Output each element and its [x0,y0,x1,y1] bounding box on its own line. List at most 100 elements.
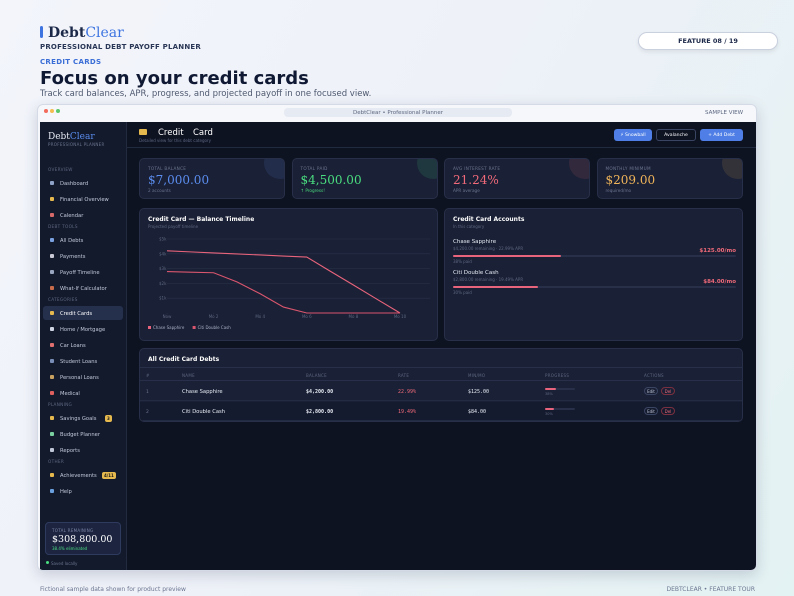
x-tick-label: Mo 10 [394,314,407,319]
nav-item[interactable]: All Debts [43,233,123,247]
account-payment: $125.00/mo [699,248,736,254]
action-button[interactable]: Del [661,407,675,415]
action-label: Edit [647,408,655,414]
x-tick-label: Mo 4 [255,314,265,319]
footer-left: Fictional sample data shown for product … [40,586,186,593]
nav-icon [50,343,54,347]
action-button[interactable]: Edit [644,407,658,415]
nav-item[interactable]: Achievements 4/11 [43,468,123,482]
nav-label: Savings Goals [60,415,97,422]
nav-item[interactable]: Medical [43,386,123,400]
topbar-button[interactable]: ⚡ Snowball [614,129,652,141]
nav-item[interactable]: Budget Planner [43,427,123,441]
stat-note: required/mo [605,188,632,193]
stat-label: AVG INTEREST RATE [453,166,501,171]
nav-icon [50,213,54,217]
nav-label: Home / Mortgage [60,326,106,333]
cell-balance: $2,800.00 [306,409,334,415]
progress-fill [545,388,557,390]
cell-minimum: $125.00 [468,389,490,395]
topbar-button[interactable]: + Add Debt [700,129,743,141]
window-dot [50,109,54,113]
cell-rate: 19.49% [398,409,417,415]
cell-index: 2 [146,409,149,415]
table-row: 1 Chase Sapphire $4,200.00 22.99% $125.00 38%… [140,382,742,401]
stat-label: TOTAL PAID [300,166,328,171]
x-tick-label: Mo 6 [302,314,312,319]
nav-icon [50,311,54,315]
nav-item[interactable]: Savings Goals 3 [43,411,123,425]
nav-item[interactable]: Financial Overview [43,192,123,206]
nav-label: Student Loans [60,358,98,365]
nav-label: Achievements [60,472,97,479]
nav-item[interactable]: Personal Loans [43,370,123,384]
nav-item[interactable]: Dashboard [43,176,123,190]
nav-item[interactable]: What-If Calculator [43,281,123,295]
status-text: Saved locally [51,560,78,566]
stat-value: $209.00 [605,173,656,187]
nav-item[interactable]: Reports [43,443,123,457]
account-payment: $84.00/mo [703,279,736,285]
y-tick-label: $1k [159,296,167,301]
address-bar: DebtClear • Professional Planner [284,108,512,117]
action-button[interactable]: Edit [644,387,658,395]
brand-name-b: Clear [85,25,124,41]
cell-name: Chase Sapphire [182,389,223,395]
nav-label: Credit Cards [60,310,93,317]
column-header: BALANCE [306,373,327,378]
legend-label: Citi Double Cash [198,325,232,330]
nav-item[interactable]: Home / Mortgage [43,322,123,336]
topbar-subtitle: Detailed view for this debt category [139,138,211,143]
summary-value: $308,800.00 [52,534,113,545]
account-detail: $2,800.00 remaining · 19.49% APR [453,277,524,282]
cell-minimum: $84.00 [468,409,487,415]
feature-badge: FEATURE 08 / 19 [638,32,778,50]
nav-item[interactable]: Calendar [43,208,123,222]
nav-icon [50,432,54,436]
button-label: Avalanche [664,132,688,138]
sidebar-brand: DebtClear [48,132,95,142]
accounts-title: Credit Card Accounts [453,216,525,223]
brand-tagline: PROFESSIONAL DEBT PAYOFF PLANNER [40,43,201,51]
action-label: Del [664,388,672,394]
nav-icon [50,359,54,363]
feature-counter: FEATURE 08 / 19 [678,37,738,45]
sidebar-tagline: PROFESSIONAL PLANNER [48,142,105,147]
stat-decor [264,159,284,179]
nav-item[interactable]: Credit Cards [43,306,123,320]
nav-item[interactable]: Student Loans [43,354,123,368]
brand-name-a: Debt [48,25,86,41]
nav-icon [50,473,54,477]
window-dot [44,109,48,113]
nav-icon [50,327,54,331]
nav-icon [50,238,54,242]
summary-label: TOTAL REMAINING [52,528,94,533]
action-button[interactable]: Del [661,387,675,395]
nav-badge: 3 [105,414,112,422]
brand-logo: DebtClear [48,25,124,41]
logo-mark [40,26,43,38]
legend-swatch [192,326,196,329]
table-row: 2 Citi Double Cash $2,800.00 19.49% $84.00 30… [140,402,742,421]
subheadline: Track card balances, APR, progress, and … [40,89,372,99]
table-title: All Credit Card Debts [148,356,220,363]
progress-fill [545,408,554,410]
summary-note: 38.4% eliminated [52,546,88,551]
nav-item[interactable]: Payoff Timeline [43,265,123,279]
footer-right: DEBTCLEAR • FEATURE TOUR [666,586,755,593]
topbar: Credit Card Detailed view for this debt ca… [127,122,756,148]
nav-label: Payments [60,253,86,260]
eyebrow: CREDIT CARDS [40,58,102,66]
nav-label: Budget Planner [60,431,100,438]
topbar-button[interactable]: Avalanche [656,129,696,141]
nav-item[interactable]: Help [43,484,123,498]
stat-decor [416,159,437,179]
nav-icon [50,181,54,185]
nav-label: Reports [60,447,80,454]
cell-balance: $4,200.00 [306,389,334,395]
nav-label: All Debts [60,237,84,244]
stat-decor [721,159,742,179]
y-tick-label: $4k [159,251,167,256]
nav-item[interactable]: Payments [43,249,123,263]
nav-item[interactable]: Car Loans [43,338,123,352]
